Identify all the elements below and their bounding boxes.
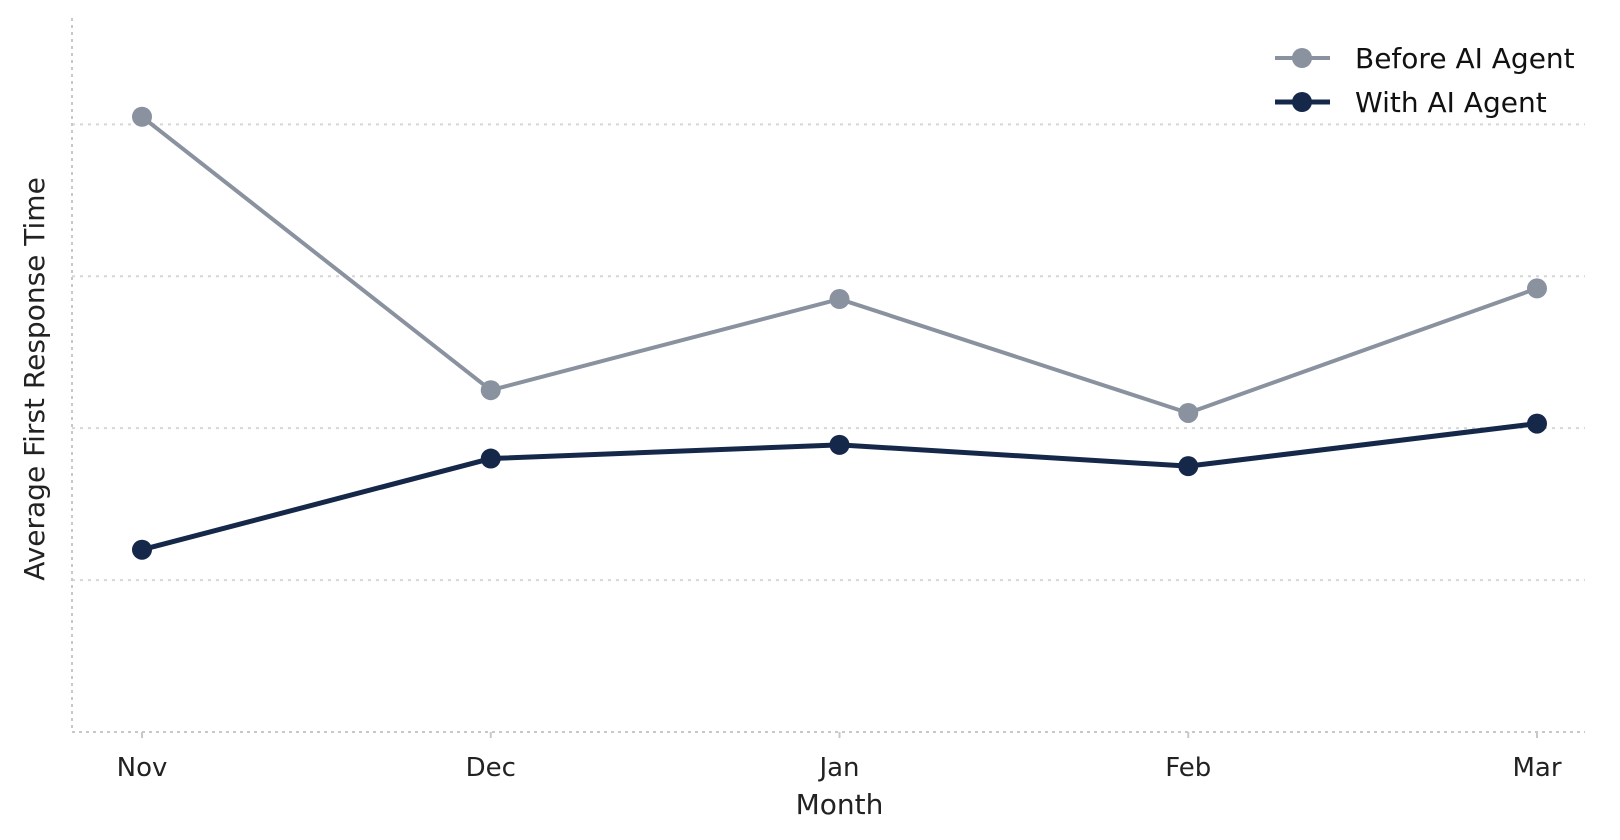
series-layer: [132, 106, 1547, 560]
data-point: [132, 539, 152, 560]
series-before-ai-agent: [132, 106, 1547, 423]
x-axis-label: Month: [796, 788, 884, 821]
series-line: [140, 115, 1538, 415]
x-tick-label: Nov: [117, 753, 168, 783]
data-point: [480, 380, 501, 401]
data-point: [1178, 402, 1199, 423]
legend-item: With AI Agent: [1275, 86, 1547, 119]
series-with-ai-agent: [132, 413, 1547, 560]
legend-marker: [1292, 48, 1312, 68]
data-point: [1178, 456, 1199, 477]
legend-item: Before AI Agent: [1275, 42, 1575, 75]
legend: Before AI Agent With AI Agent: [1275, 42, 1575, 119]
x-tick-labels: Nov Dec Jan Feb Mar: [117, 732, 1562, 783]
data-point: [829, 289, 850, 310]
x-tick-label: Dec: [466, 753, 516, 783]
y-axis-label: Average First Response Time: [18, 177, 51, 581]
legend-marker: [1292, 92, 1312, 112]
data-point: [480, 448, 501, 469]
x-tick-label: Jan: [817, 753, 859, 783]
data-point: [1527, 413, 1547, 434]
data-point: [132, 106, 152, 127]
legend-label: With AI Agent: [1355, 86, 1547, 119]
axes: [71, 18, 1585, 733]
legend-label: Before AI Agent: [1355, 42, 1575, 75]
x-tick-label: Mar: [1512, 753, 1561, 783]
data-point: [829, 434, 850, 455]
x-tick-label: Feb: [1165, 753, 1211, 783]
data-point: [1527, 278, 1547, 299]
